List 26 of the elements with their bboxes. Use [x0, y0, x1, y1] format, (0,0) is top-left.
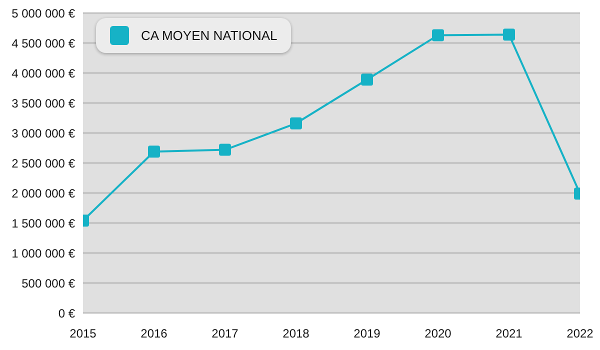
point: [148, 146, 160, 158]
x-tick-label: 2018: [282, 326, 310, 341]
y-tick-label: 5 000 000 €: [12, 6, 76, 20]
x-tick-label: 2017: [212, 326, 239, 341]
y-tick-label: 500 000 €: [22, 276, 76, 290]
x-tick-label: 2020: [424, 326, 452, 341]
y-tick-label: 1 000 000 €: [12, 246, 76, 260]
y-tick-label: 4 500 000 €: [12, 36, 76, 50]
y-tick-label: 4 000 000 €: [12, 66, 76, 80]
legend-label: CA MOYEN NATIONAL: [141, 28, 278, 43]
point: [290, 117, 302, 130]
y-tick-label: 2 000 000 €: [12, 186, 76, 200]
x-tick-label: 2022: [566, 326, 594, 341]
x-tick-label: 2015: [70, 326, 97, 341]
y-tick-label: 0 €: [58, 306, 76, 320]
y-tick-label: 3 500 000 €: [12, 96, 76, 110]
x-tick-label: 2021: [496, 326, 523, 341]
point: [219, 144, 231, 156]
y-tick-label: 2 500 000 €: [12, 156, 76, 170]
y-tick-label: 3 000 000 €: [12, 126, 76, 140]
point: [432, 29, 444, 42]
x-tick-label: 2016: [140, 326, 168, 341]
point: [503, 28, 515, 41]
x-tick-label: 2019: [354, 326, 381, 341]
y-tick-label: 1 500 000 €: [12, 216, 76, 230]
point: [361, 74, 373, 86]
